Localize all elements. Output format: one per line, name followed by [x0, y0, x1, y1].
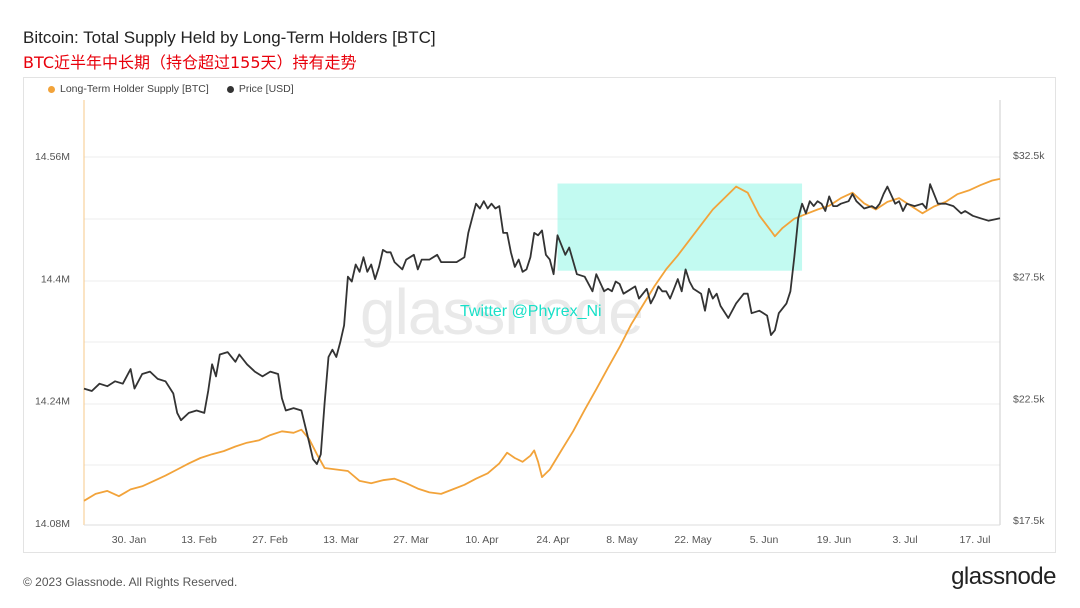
x-tick-label: 3. Jul: [892, 534, 917, 546]
grid-lines: [83, 100, 1001, 526]
chart-subtitle: BTC近半年中长期（持仓超过155天）持有走势: [23, 53, 357, 72]
y-right-tick-label: $27.5k: [1013, 272, 1045, 284]
legend-dot-supply: [48, 85, 55, 93]
y-right-axis: $17.5k $22.5k $27.5k $32.5k: [1013, 150, 1045, 527]
chart-title: Bitcoin: Total Supply Held by Long-Term …: [23, 28, 436, 47]
x-tick-label: 8. May: [606, 534, 638, 546]
x-tick-label: 19. Jun: [817, 534, 852, 546]
x-tick-label: 30. Jan: [112, 534, 147, 546]
legend: Long-Term Holder Supply [BTC] Price [USD…: [48, 83, 294, 95]
legend-item-supply[interactable]: Long-Term Holder Supply [BTC]: [48, 83, 209, 95]
legend-item-price[interactable]: Price [USD]: [226, 83, 294, 95]
x-tick-label: 27. Feb: [252, 534, 288, 546]
highlight-box: [557, 183, 803, 271]
y-right-tick-label: $17.5k: [1013, 515, 1045, 527]
y-left-tick-label: 14.4M: [41, 273, 70, 285]
copyright-footer: © 2023 Glassnode. All Rights Reserved.: [23, 575, 238, 589]
chart-frame: [23, 77, 1056, 553]
y-left-axis: 14.08M 14.24M 14.4M 14.56M: [35, 151, 70, 530]
y-left-tick-label: 14.08M: [35, 518, 70, 530]
x-tick-label: 22. May: [674, 534, 712, 546]
y-left-tick-label: 14.24M: [35, 396, 70, 408]
y-left-tick-label: 14.56M: [35, 151, 70, 163]
legend-label-supply: Long-Term Holder Supply [BTC]: [60, 83, 209, 95]
legend-dot-price: [226, 85, 234, 93]
glassnode-logo[interactable]: glassnode: [951, 563, 1056, 590]
x-tick-label: 13. Mar: [323, 534, 359, 546]
x-tick-label: 5. Jun: [750, 534, 779, 546]
x-tick-label: 27. Mar: [393, 534, 429, 546]
x-axis: 30. Jan 13. Feb 27. Feb 13. Mar 27. Mar 10. A…: [112, 534, 991, 546]
price-series-line: [83, 183, 1001, 465]
x-tick-label: 24. Apr: [536, 534, 570, 546]
supply-series-line: [83, 178, 1001, 502]
y-right-tick-label: $22.5k: [1013, 393, 1045, 405]
y-right-tick-label: $32.5k: [1013, 150, 1045, 162]
series-lines: [83, 178, 1001, 502]
x-tick-label: 13. Feb: [181, 534, 217, 546]
legend-label-price: Price [USD]: [238, 83, 294, 95]
x-tick-label: 10. Apr: [465, 534, 499, 546]
x-tick-label: 17. Jul: [960, 534, 991, 546]
twitter-annotation: Twitter @Phyrex_Ni: [460, 303, 602, 320]
